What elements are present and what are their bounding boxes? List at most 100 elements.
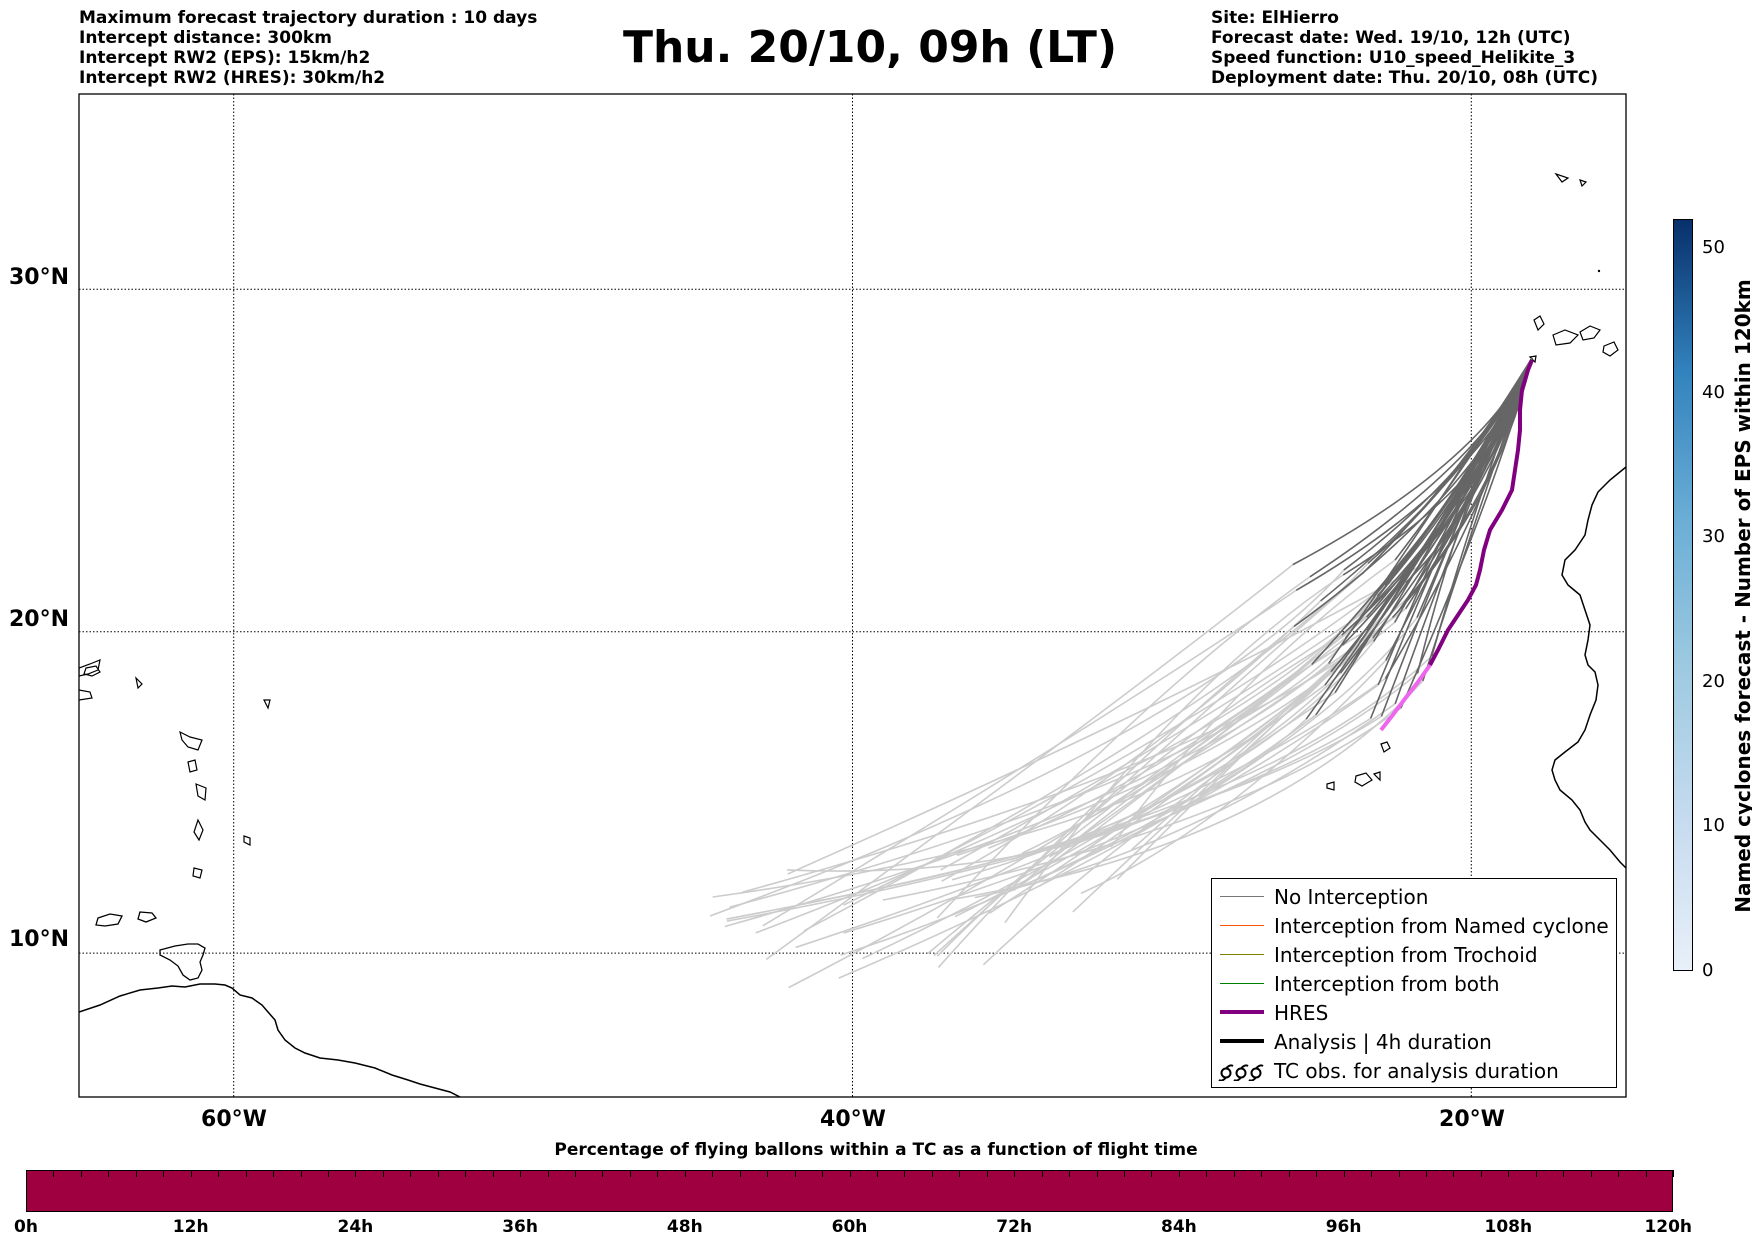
flight-time-minor-tick — [767, 1170, 769, 1177]
flight-time-minor-tick — [849, 1170, 851, 1177]
flight-time-tick-label: 48h — [666, 1217, 703, 1237]
lesser-antilles-2 — [193, 818, 204, 842]
madeira-island-2 — [1579, 179, 1588, 188]
eps-trajectory-late — [940, 608, 1369, 871]
legend-swatch — [1220, 1010, 1264, 1014]
colorbar-tick: 20 — [1702, 670, 1725, 692]
flight-time-minor-tick — [794, 1170, 796, 1177]
flight-time-minor-tick — [1261, 1170, 1263, 1177]
eps-trajectory-late — [765, 564, 1294, 961]
flight-time-minor-tick — [1508, 1170, 1510, 1177]
trinidad-island — [159, 943, 206, 981]
legend-swatch — [1220, 925, 1264, 926]
colorbar-label: Named cyclones forecast - Number of EPS … — [1731, 279, 1752, 913]
legend-item-no-interception: No Interception — [1212, 883, 1616, 912]
flight-time-minor-tick — [1096, 1170, 1098, 1177]
madeira-island — [1554, 172, 1570, 183]
page-title: Thu. 20/10, 09h (LT) — [622, 22, 1118, 73]
flight-time-tick-label: 0h — [14, 1217, 38, 1237]
flight-time-minor-tick — [1453, 1170, 1455, 1177]
canary-island-1 — [1552, 329, 1580, 346]
flight-time-tick-label: 108h — [1484, 1217, 1533, 1237]
flight-time-minor-tick — [1041, 1170, 1043, 1177]
flight-time-minor-tick — [465, 1170, 467, 1177]
flight-time-minor-tick — [1398, 1170, 1400, 1177]
eps-trajectory-late — [1072, 616, 1394, 913]
flight-time-minor-tick — [1178, 1170, 1180, 1177]
puerto-rico-coast — [79, 659, 101, 677]
flight-time-minor-tick — [410, 1170, 412, 1177]
header-forecast-date: Forecast date: Wed. 19/10, 12h (UTC) — [1211, 28, 1571, 48]
flight-time-minor-tick — [1206, 1170, 1208, 1177]
legend-label: No Interception — [1274, 885, 1429, 909]
flight-time-minor-tick — [822, 1170, 824, 1177]
flight-time-minor-tick — [602, 1170, 604, 1177]
cape-verde-1 — [1380, 741, 1391, 753]
legend-swatch — [1220, 896, 1264, 897]
eps-trajectory-late — [786, 718, 1307, 872]
lesser-antilles-1 — [192, 867, 203, 879]
eps-trajectory-late — [840, 714, 1317, 956]
eps-trajectory-late — [709, 569, 1345, 917]
eps-trajectory — [1385, 357, 1533, 661]
legend-item-hres: HRES — [1212, 999, 1616, 1028]
eps-trajectory-late — [1009, 672, 1342, 861]
flight-time-minor-tick — [327, 1170, 329, 1177]
header-speed-function: Speed function: U10_speed_Helikite_3 — [1211, 48, 1576, 68]
flight-time-minor-tick — [492, 1170, 494, 1177]
lat-label-30n: 30°N — [9, 265, 70, 290]
flight-time-minor-tick — [163, 1170, 165, 1177]
lat-label-20n: 20°N — [9, 607, 70, 632]
header-deployment-date: Deployment date: Thu. 20/10, 08h (UTC) — [1211, 68, 1598, 88]
canary-island-4 — [1533, 315, 1545, 332]
flight-time-minor-tick — [108, 1170, 110, 1177]
legend-item-named-cyclone: Interception from Named cyclone — [1212, 912, 1616, 941]
coastlines — [79, 172, 1626, 1097]
eps-trajectory-late — [762, 589, 1297, 927]
map-frame — [78, 93, 1627, 1098]
legend-item-tc-obs: TC obs. for analysis duration — [1212, 1057, 1616, 1086]
flight-time-minor-tick — [437, 1170, 439, 1177]
flight-time-tick-label: 60h — [831, 1217, 868, 1237]
flight-time-tick-label: 84h — [1161, 1217, 1197, 1237]
flight-time-minor-tick — [1673, 1170, 1674, 1177]
eps-trajectories-faded — [709, 559, 1433, 989]
flight-time-minor-tick — [629, 1170, 631, 1177]
flight-time-minor-tick — [1288, 1170, 1290, 1177]
selvagens-dot — [1597, 269, 1601, 273]
map-legend: No Interception Interception from Named … — [1211, 878, 1617, 1088]
flight-time-minor-tick — [273, 1170, 275, 1177]
flight-time-minor-tick — [53, 1170, 55, 1177]
flight-time-minor-tick — [1425, 1170, 1427, 1177]
hres-trajectory — [1428, 359, 1534, 666]
eps-trajectory — [1320, 357, 1533, 602]
caribbean-island-2 — [137, 911, 158, 923]
flight-time-minor-tick — [1233, 1170, 1235, 1177]
legend-swatch — [1220, 1039, 1264, 1043]
flight-time-minor-tick — [904, 1170, 906, 1177]
legend-label: Interception from Trochoid — [1274, 943, 1538, 967]
flight-time-minor-tick — [520, 1170, 522, 1177]
eps-trajectory-late — [862, 642, 1361, 960]
lesser-antilles-4 — [187, 759, 198, 773]
legend-label: Analysis | 4h duration — [1274, 1030, 1492, 1054]
lesser-antilles-7 — [135, 676, 143, 690]
eps-trajectory-late — [755, 595, 1378, 934]
eps-trajectory-late — [941, 600, 1322, 882]
eps-trajectory-late — [951, 641, 1375, 881]
header-intercept-distance: Intercept distance: 300km — [79, 28, 332, 48]
lesser-antilles-5 — [179, 730, 203, 751]
flight-time-minor-tick — [355, 1170, 357, 1177]
eps-trajectory-late — [843, 672, 1419, 934]
flight-time-minor-tick — [190, 1170, 192, 1177]
eps-trajectory-late — [1080, 659, 1387, 895]
eps-trajectory-late — [729, 644, 1344, 909]
lesser-antilles-3 — [195, 783, 207, 801]
flight-time-minor-tick — [80, 1170, 82, 1177]
eps-trajectory — [1341, 357, 1533, 646]
canary-island-3 — [1602, 341, 1619, 357]
flight-time-minor-tick — [1151, 1170, 1153, 1177]
cape-verde-4 — [1326, 781, 1335, 791]
eps-trajectory-late — [1004, 574, 1344, 924]
